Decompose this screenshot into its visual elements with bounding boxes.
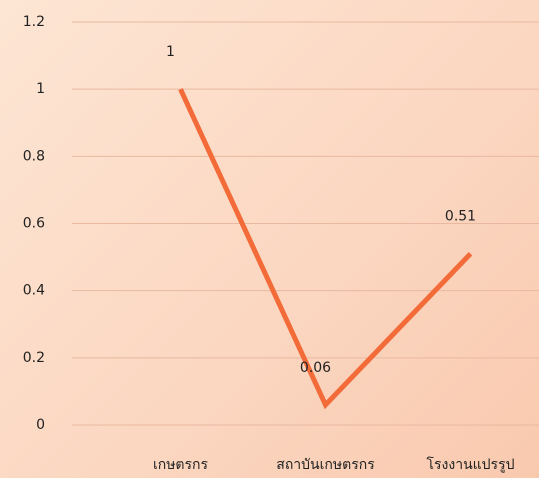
y-tick-label: 0 (36, 417, 45, 433)
y-tick-label: 1 (36, 81, 45, 97)
x-tick-label: โรงงานแปรรูป (427, 456, 515, 473)
y-tick-label: 0.4 (23, 283, 45, 299)
y-tick-label: 0.6 (23, 216, 45, 232)
x-tick-label: สถาบันเกษตรกร (276, 457, 375, 473)
y-tick-label: 1.2 (23, 14, 45, 30)
data-label: 0.51 (445, 209, 476, 225)
y-tick-label: 0.8 (23, 148, 45, 164)
x-tick-label: เกษตรกร (153, 457, 209, 473)
data-label: 0.06 (300, 360, 331, 376)
line (178, 88, 473, 410)
y-tick-label: 0.2 (23, 350, 45, 366)
data-label: 1 (166, 44, 175, 60)
